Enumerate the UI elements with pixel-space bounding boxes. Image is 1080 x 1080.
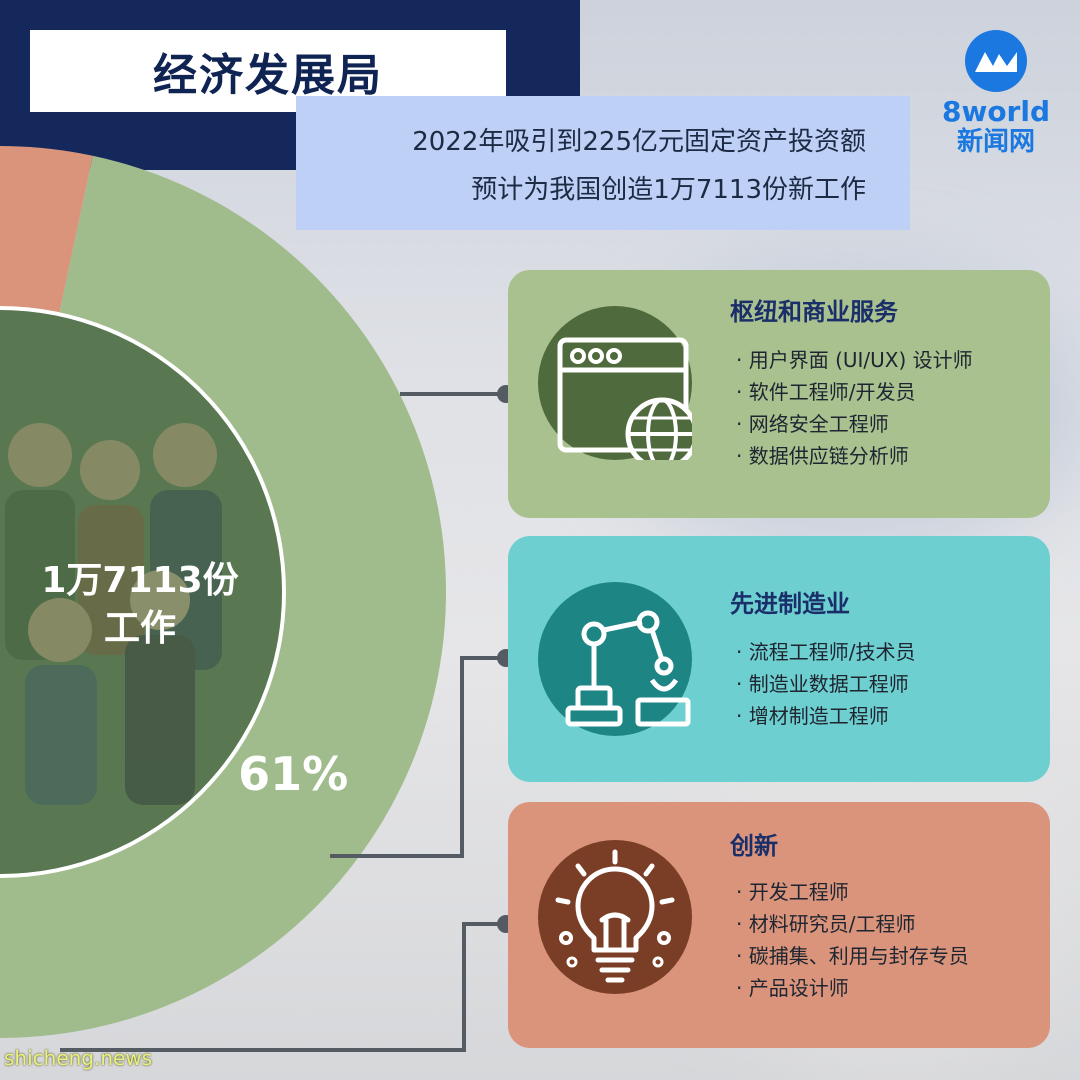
watermark: shicheng.news [4,1046,153,1070]
logo: 8world 新闻网 [936,30,1056,170]
slice-percent-label: 61% [238,747,348,801]
list-item: 数据供应链分析师 [736,440,973,472]
job-list: 流程工程师/技术员 制造业数据工程师 增材制造工程师 [736,636,916,732]
logo-text-line2: 新闻网 [956,127,1035,157]
logo-text-line1: 8world [941,95,1051,128]
card-title: 创新 [730,832,778,860]
list-item: 增材制造工程师 [736,700,915,732]
browser-globe-icon [538,306,692,460]
list-item: 碳捕集、利用与封存专员 [736,940,969,972]
list-item: 流程工程师/技术员 [736,636,916,668]
job-list: 开发工程师 材料研究员/工程师 碳捕集、利用与封存专员 产品设计师 [736,876,969,1004]
logo-mark-icon [965,30,1027,92]
job-list: 用户界面 (UI/UX) 设计师 软件工程师/开发员 网络安全工程师 数据供应链… [736,344,973,472]
connector-line-innovation [60,922,506,1052]
list-item: 软件工程师/开发员 [736,376,973,408]
subtitle-box: 2022年吸引到225亿元固定资产投资额 预计为我国创造1万7113份新工作 [296,96,910,230]
card-innovation: 创新 开发工程师 材料研究员/工程师 碳捕集、利用与封存专员 产品设计师 [508,802,1050,1048]
subtitle-line-2: 预计为我国创造1万7113份新工作 [471,175,866,205]
center-label-line2: 工作 [104,608,176,649]
center-label-line1: 1万7113份 [41,560,238,601]
list-item: 材料研究员/工程师 [736,908,969,940]
connectors [60,392,506,1052]
card-title: 枢纽和商业服务 [730,298,898,326]
list-item: 开发工程师 [736,876,969,908]
card-hub-business-services: 枢纽和商业服务 用户界面 (UI/UX) 设计师 软件工程师/开发员 网络安全工… [508,270,1050,518]
lightbulb-icon [538,840,692,994]
card-advanced-manufacturing: 先进制造业 流程工程师/技术员 制造业数据工程师 增材制造工程师 [508,536,1050,782]
robot-arm-icon [538,582,692,736]
list-item: 制造业数据工程师 [736,668,915,700]
connector-line-mfg [330,656,506,858]
subtitle-line-1: 2022年吸引到225亿元固定资产投资额 [412,127,866,157]
card-title: 先进制造业 [730,590,850,618]
list-item: 网络安全工程师 [736,408,973,440]
list-item: 用户界面 (UI/UX) 设计师 [736,344,973,376]
list-item: 产品设计师 [736,972,969,1004]
